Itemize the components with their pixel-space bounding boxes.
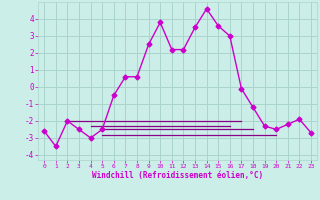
X-axis label: Windchill (Refroidissement éolien,°C): Windchill (Refroidissement éolien,°C) xyxy=(92,171,263,180)
